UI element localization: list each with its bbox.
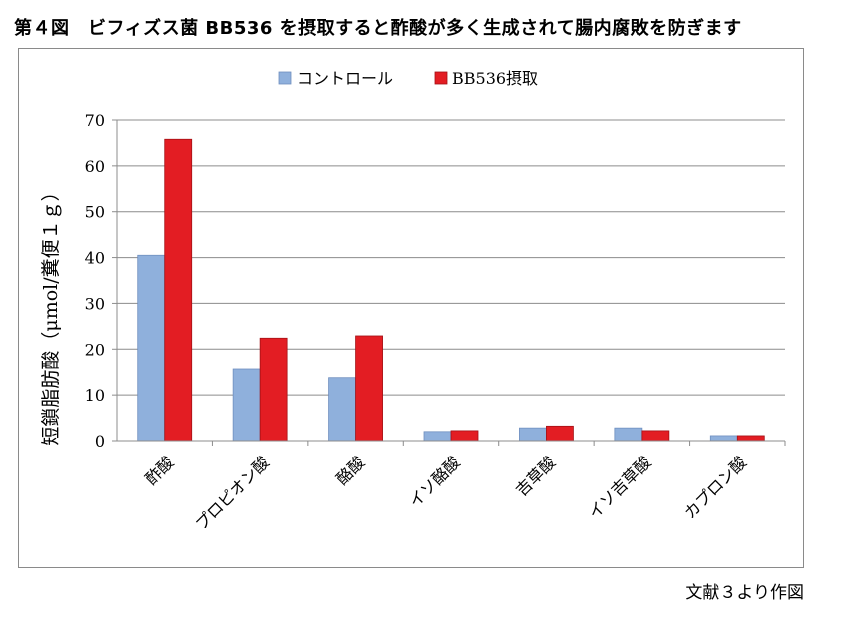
y-tick-label: 20: [85, 340, 105, 359]
bar-control-1: [232, 368, 261, 442]
bar-control-3: [423, 431, 452, 442]
y-tick-label: 60: [85, 157, 105, 176]
bar-bb536-1: [259, 337, 288, 442]
bar-chart: 0 10 20 30 40 50 60 70 酢酸 プロピオン酸 酪酸 イソ酪酸 吉草酸 イソ吉草酸 カプロ…: [40, 69, 786, 534]
bar-control-4: [519, 427, 547, 442]
y-tick-label: 70: [85, 111, 105, 130]
bar-bb536-0: [164, 138, 193, 442]
x-category-label: プロピオン酸: [192, 452, 273, 533]
bar-control-6: [709, 435, 738, 442]
gridlines: [117, 119, 785, 396]
figure-title: 第４図 ビフィズス菌 BB536 を摂取すると酢酸が多く生成されて腸内腐敗を防ぎ…: [14, 18, 742, 39]
legend: コントロール BB536摂取: [278, 69, 538, 88]
bars: [137, 138, 765, 442]
y-tick-label: 0: [95, 432, 105, 451]
x-category-label: 酢酸: [141, 452, 177, 488]
x-category-label: イソ酪酸: [405, 452, 464, 511]
y-axis-label: 短鎖脂肪酸（μmol/糞便１ｇ）: [40, 182, 62, 445]
y-tick-label: 10: [85, 386, 105, 405]
y-tick-label: 50: [85, 203, 105, 222]
x-category-label: カプロン酸: [680, 452, 750, 522]
bar-control-0: [137, 254, 166, 442]
bar-bb536-5: [641, 430, 670, 442]
x-category-label: イソ吉草酸: [585, 452, 655, 522]
bar-control-2: [328, 377, 356, 442]
y-tick-label: 30: [85, 294, 105, 313]
bar-bb536-2: [355, 335, 383, 442]
y-tick-label: 40: [85, 249, 105, 268]
bar-bb536-4: [546, 425, 574, 442]
bar-control-5: [614, 427, 643, 442]
bar-bb536-3: [450, 430, 479, 442]
x-category-label: 酪酸: [332, 452, 368, 488]
x-category-label: 吉草酸: [512, 452, 559, 499]
source-note: 文献３より作図: [685, 583, 804, 603]
legend-label-control: コントロール: [297, 69, 393, 88]
chart-frame: 0 10 20 30 40 50 60 70 酢酸 プロピオン酸 酪酸 イソ酪酸 吉草酸 イソ吉草酸 カプロ…: [18, 48, 804, 568]
legend-label-bb536: BB536摂取: [452, 69, 538, 88]
legend-swatch-bb536: [434, 71, 448, 85]
legend-swatch-control: [278, 71, 292, 85]
bar-bb536-6: [736, 435, 765, 442]
